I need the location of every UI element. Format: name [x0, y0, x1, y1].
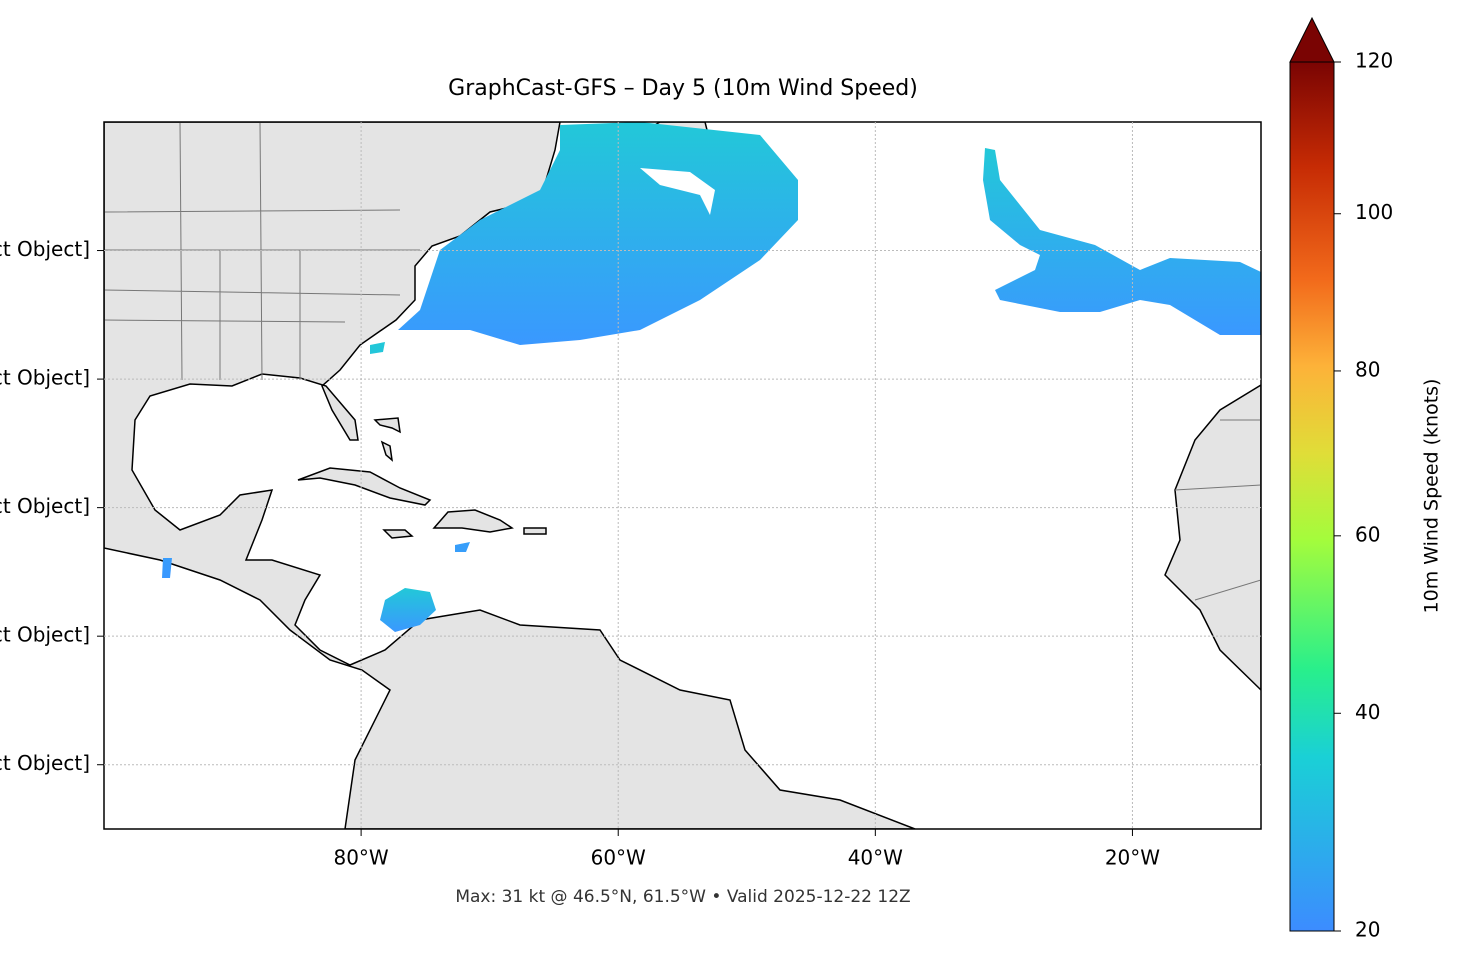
colorbar-label: 10m Wind Speed (knots) — [1421, 379, 1443, 614]
x-tick-label: 60°W — [591, 846, 646, 870]
colorbar-tick-label: 80 — [1355, 357, 1380, 381]
americas — [104, 122, 916, 829]
y-tick-label: [object Object] — [0, 623, 90, 647]
cuba — [297, 467, 432, 506]
y-tick-label: [object Object] — [0, 366, 90, 390]
plot-frame — [103, 121, 1262, 830]
footer-note: Max: 31 kt @ 46.5°N, 61.5°W • Valid 2025… — [455, 887, 910, 907]
y-tick-label: [object Object] — [0, 494, 90, 518]
africa — [1164, 384, 1261, 692]
y-tick-label: [object Object] — [0, 751, 90, 775]
y-tick-label: [object Object] — [0, 237, 90, 261]
x-tick-label: 20°W — [1105, 846, 1160, 870]
colorbar — [1289, 61, 1335, 932]
colorbar-tick-label: 20 — [1355, 918, 1380, 942]
colorbar-tick-label: 60 — [1355, 522, 1380, 546]
colorbar-tick-label: 40 — [1355, 700, 1380, 724]
colorbar-tick-label: 100 — [1355, 200, 1393, 224]
bahamas — [373, 417, 401, 462]
wind-field — [398, 122, 798, 345]
colorbar-extend — [1289, 16, 1335, 63]
map-title: GraphCast-GFS – Day 5 (10m Wind Speed) — [448, 76, 918, 101]
x-tick-label: 80°W — [333, 846, 388, 870]
puerto-rico — [523, 527, 547, 535]
hispaniola — [432, 509, 514, 533]
jamaica — [382, 529, 414, 539]
colorbar-tick-label: 120 — [1355, 49, 1393, 73]
x-tick-label: 40°W — [848, 846, 903, 870]
wind-gap — [640, 168, 715, 215]
wind-field — [983, 148, 1261, 335]
wind-field — [380, 588, 436, 632]
map-layers — [104, 122, 1261, 829]
